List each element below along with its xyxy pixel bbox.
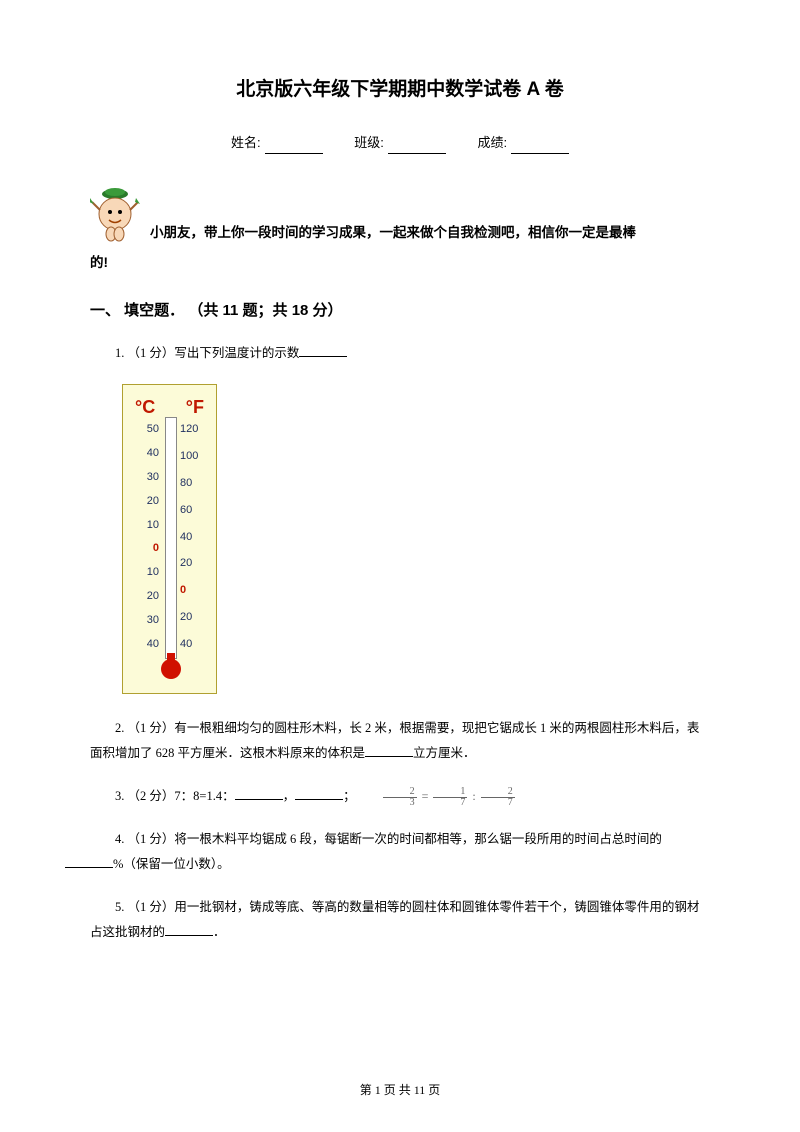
section-1-title: 一、 填空题． [90,302,184,319]
student-info-line: 姓名: 班级: 成绩: [90,133,710,154]
name-blank [265,140,323,154]
q2-num: 2. [115,721,124,735]
q3-num: 3. [115,789,124,803]
frac-a-den: 3 [383,798,417,808]
footer-suffix: 页 [425,1083,440,1097]
page-title: 北京版六年级下学期期中数学试卷 A 卷 [90,75,710,105]
question-1: 1. （1 分）写出下列温度计的示数 [90,341,710,366]
scale-celsius: 50 40 30 20 10 0 10 20 30 40 [129,421,159,653]
q3-colon: ； [343,789,356,803]
name-label: 姓名: [231,135,261,150]
f-80: 80 [180,475,210,493]
q5-num: 5. [115,900,124,914]
c-n10: 10 [129,564,159,582]
c-40: 40 [129,445,159,463]
unit-f: °F [186,393,204,422]
tube [165,417,177,659]
intro-text-1: 小朋友，带上你一段时间的学习成果，一起来做个自我检测吧，相信你一定是最棒 [150,182,636,244]
intro-text-2: 的! [90,252,710,274]
frac-colon: : [472,789,475,803]
page-footer: 第 1 页 共 11 页 [0,1081,800,1100]
intro-block: 小朋友，带上你一段时间的学习成果，一起来做个自我检测吧，相信你一定是最棒 [90,182,710,244]
q1-blank [299,345,347,357]
q2-pts: （1 分） [128,721,175,735]
footer-prefix: 第 [360,1083,375,1097]
thermometer-figure: °C °F 50 40 30 20 10 0 10 20 30 40 120 1… [122,384,710,694]
q2-blank [365,745,413,757]
score-blank [511,140,569,154]
q5-text-b: ． [213,925,226,939]
section-1-header: 一、 填空题． （共 11 题；共 18 分） [90,299,710,323]
q5-pts: （1 分） [128,900,175,914]
c-50: 50 [129,421,159,439]
f-60: 60 [180,502,210,520]
f-120: 120 [180,421,210,439]
question-2: 2. （1 分）有一根粗细均匀的圆柱形木料，长 2 米，根据需要，现把它锯成长 … [90,716,710,766]
question-3: 3. （2 分）7：8=1.4： ， ； 23 = 17 : 27 [90,784,710,809]
f-n40: 40 [180,636,210,654]
q1-pts: （1 分） [128,346,175,360]
f-20: 20 [180,555,210,573]
c-30: 30 [129,469,159,487]
score-label: 成绩: [477,135,507,150]
section-1-meta: （共 11 题；共 18 分） [188,302,342,319]
q4-text-a: 将一根木料平均锯成 6 段，每锯断一次的时间都相等，那么锯一段所用的时间占总时间… [174,832,662,846]
f-100: 100 [180,448,210,466]
class-label: 班级: [354,135,384,150]
q3-pts: （2 分） [128,789,175,803]
footer-mid: 页 共 [381,1083,414,1097]
c-n40: 40 [129,636,159,654]
q3-blank-1 [235,788,283,800]
question-4: 4. （1 分）将一根木料平均锯成 6 段，每锯断一次的时间都相等，那么锯一段所… [90,827,710,877]
unit-c: °C [135,393,155,422]
q4-num: 4. [115,832,124,846]
c-10: 10 [129,517,159,535]
frac-c-den: 7 [481,798,515,808]
class-blank [388,140,446,154]
fraction-expression: 23 = 17 : 27 [381,789,517,803]
q3-text-a: 7：8=1.4： [174,789,234,803]
q4-text-b: %（保留一位小数）。 [113,857,230,871]
c-n20: 20 [129,588,159,606]
frac-a: 23 [383,787,417,808]
c-20: 20 [129,493,159,511]
frac-b: 17 [433,787,467,808]
q4-pts: （1 分） [128,832,175,846]
f-40: 40 [180,529,210,547]
frac-b-den: 7 [433,798,467,808]
scale-fahrenheit: 120 100 80 60 40 20 0 20 40 [180,421,210,653]
frac-c: 27 [481,787,515,808]
thermometer: °C °F 50 40 30 20 10 0 10 20 30 40 120 1… [122,384,217,694]
q3-blank-2 [295,788,343,800]
q5-blank [165,924,213,936]
c-n30: 30 [129,612,159,630]
q3-sep: ， [283,789,296,803]
footer-total: 11 [414,1083,426,1097]
q1-text: 写出下列温度计的示数 [174,346,299,360]
question-5: 5. （1 分）用一批钢材，铸成等底、等高的数量相等的圆柱体和圆锥体零件若干个，… [90,895,710,945]
q1-num: 1. [115,346,124,360]
frac-eq: = [422,789,429,803]
f-0: 0 [180,582,210,600]
mascot-icon [90,182,140,242]
q2-text-b: 立方厘米． [413,746,476,760]
mercury-bulb [161,659,181,679]
c-0: 0 [129,540,159,558]
f-n20: 20 [180,609,210,627]
q4-blank [65,856,113,868]
